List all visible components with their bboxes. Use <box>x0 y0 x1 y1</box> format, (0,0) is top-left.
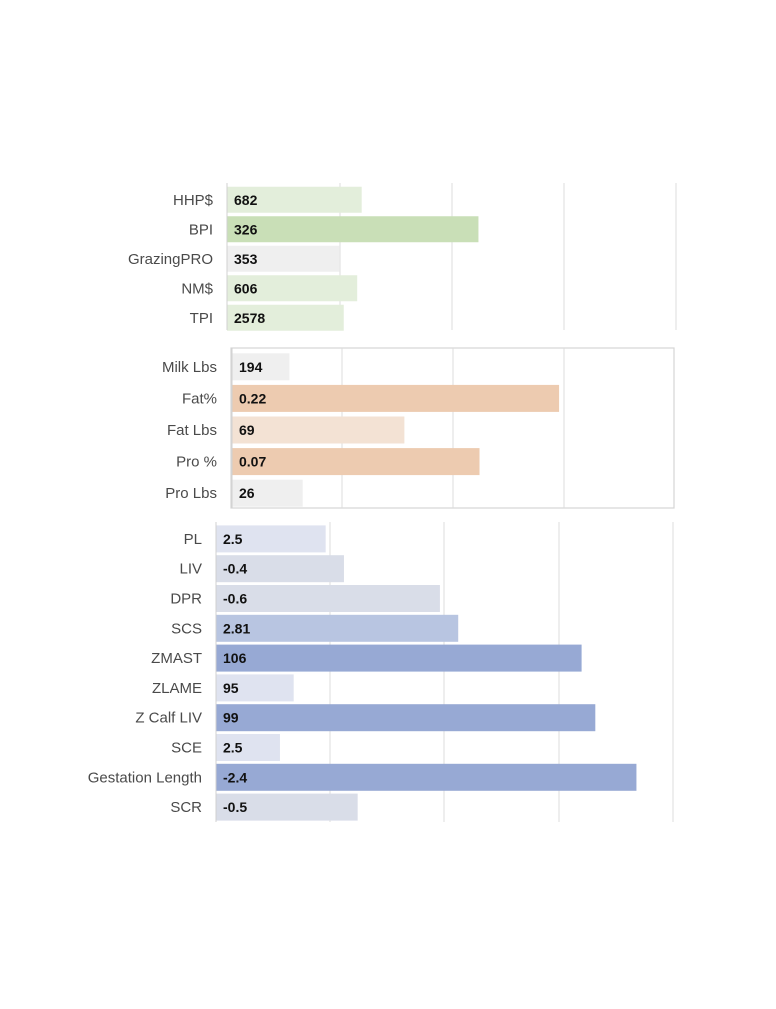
bar-pl <box>216 525 326 553</box>
value-label: -0.5 <box>223 799 247 815</box>
value-label: 0.22 <box>239 390 266 406</box>
bar-milk-lbs <box>232 353 290 381</box>
category-label: Milk Lbs <box>162 359 217 376</box>
category-label: LIV <box>179 561 202 578</box>
value-label: -0.6 <box>223 591 247 607</box>
bar-liv <box>216 555 344 583</box>
value-label: 353 <box>234 251 258 267</box>
value-label: 2.5 <box>223 740 243 756</box>
category-label: Pro Lbs <box>165 485 217 502</box>
value-label: -2.4 <box>223 769 247 785</box>
bar-tpi <box>227 304 344 331</box>
bar-pro-lbs <box>232 479 303 507</box>
bar-z-calf-liv <box>216 704 596 732</box>
category-label: Gestation Length <box>88 769 202 786</box>
category-label: Z Calf LIV <box>135 710 202 727</box>
value-label: 0.07 <box>239 454 266 470</box>
category-label: DPR <box>170 591 202 608</box>
bar-sce <box>216 734 280 761</box>
bar-grazingpro <box>227 245 340 272</box>
value-label: 99 <box>223 710 239 726</box>
value-label: 95 <box>223 680 239 696</box>
bar-hhp- <box>227 186 362 213</box>
category-label: ZLAME <box>152 680 202 697</box>
category-label: Pro % <box>176 454 217 471</box>
value-label: 2.81 <box>223 620 250 636</box>
value-label: 106 <box>223 650 247 666</box>
bar-scs <box>216 614 459 642</box>
chart-panel-production: Milk Lbs 194 Fat% 0.22 Fat Lbs 69 Pro % 0.07 Pro… <box>162 347 675 509</box>
category-label: Fat Lbs <box>167 422 217 439</box>
chart-panel-health: PL 2.5 LIV -0.4 DPR -0.6 SCS 2.81 ZMAST 106 ZLAME 9… <box>88 522 674 822</box>
bar-zlame <box>216 674 294 702</box>
bar-zmast <box>216 644 582 672</box>
value-label: 606 <box>234 280 258 296</box>
value-label: 326 <box>234 221 258 237</box>
bar-scr <box>216 793 358 821</box>
category-label: Fat% <box>182 390 217 407</box>
category-label: NM$ <box>181 280 213 297</box>
value-label: 194 <box>239 359 263 375</box>
bar-gestation-length <box>216 763 637 791</box>
bar-fat- <box>232 384 560 412</box>
value-label: -0.4 <box>223 561 247 577</box>
category-label: TPI <box>190 310 213 327</box>
bar-dpr <box>216 585 440 612</box>
value-label: 2.5 <box>223 531 243 547</box>
bar-pro- <box>232 448 480 476</box>
category-label: HHP$ <box>173 192 214 209</box>
category-label: SCR <box>170 799 202 816</box>
category-label: ZMAST <box>151 650 202 667</box>
bar-fat-lbs <box>232 416 405 444</box>
category-label: BPI <box>189 221 213 238</box>
category-label: SCS <box>171 620 202 637</box>
bar-bpi <box>227 216 479 243</box>
category-label: GrazingPRO <box>128 251 213 268</box>
category-label: SCE <box>171 740 202 757</box>
value-label: 2578 <box>234 310 265 326</box>
value-label: 26 <box>239 485 255 501</box>
bar-nm- <box>227 275 358 302</box>
category-label: PL <box>184 531 202 548</box>
value-label: 69 <box>239 422 255 438</box>
chart-panel-indexes: HHP$ 682 BPI 326 GrazingPRO 353 NM$ 606 TPI 2578 <box>128 183 677 331</box>
value-label: 682 <box>234 192 258 208</box>
